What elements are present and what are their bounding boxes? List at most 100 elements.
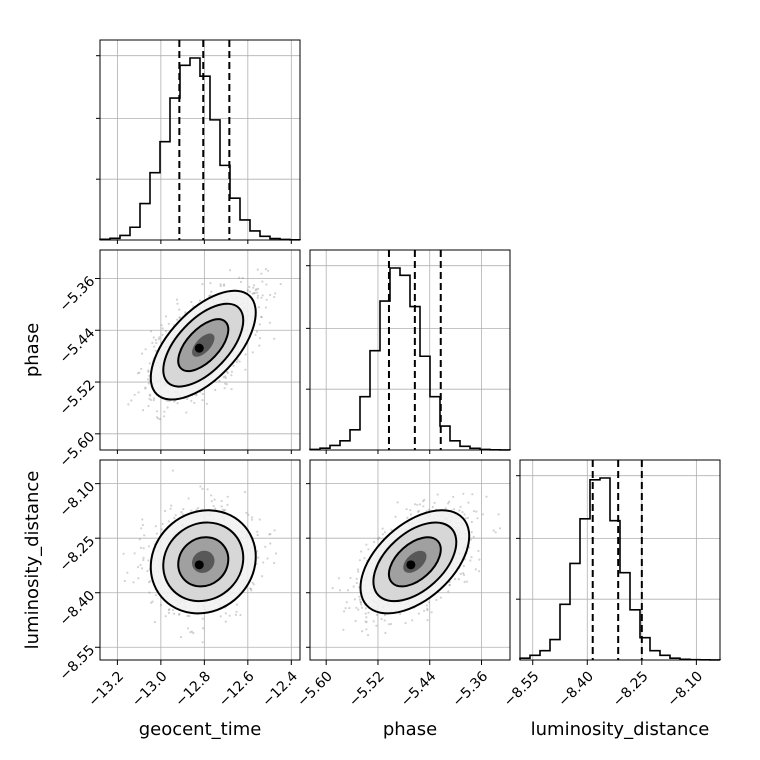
sample-point [256,296,259,299]
sample-point [413,503,417,506]
sample-point [154,349,158,352]
sample-point [238,276,241,279]
sample-point [463,580,466,584]
sample-point [235,603,238,606]
sample-point [148,393,151,396]
sample-point [426,607,429,610]
sample-point [154,525,157,528]
sample-point [462,564,465,568]
sample-point [234,613,238,617]
sample-point [409,509,412,512]
sample-point [153,345,156,348]
sample-point [230,388,233,391]
sample-point [161,333,164,336]
sample-point [210,500,213,503]
panel-frame [519,459,721,661]
histogram-geocent_time [99,57,301,241]
sample-point [178,316,181,319]
x-tick-label-phase: −5.36 [450,668,492,710]
sample-point [244,353,247,356]
sample-point [127,403,130,406]
x-tick-label-luminosity_distance: −8.25 [610,668,652,710]
sample-point [252,286,255,289]
sample-point [178,308,181,311]
sample-point [355,577,358,580]
sample-point [256,294,260,297]
sample-point [477,549,480,553]
sample-point [435,598,438,602]
sample-point [417,612,420,615]
sample-point [222,376,225,379]
sample-point [360,606,364,609]
sample-point [273,295,276,299]
sample-point [244,368,247,371]
sample-point [230,374,233,377]
sample-point [132,581,135,584]
sample-point [426,609,429,612]
sample-point [425,604,428,607]
y-tick-label-luminosity_distance: −8.40 [57,588,99,630]
sample-point [381,527,384,530]
sample-point [457,578,460,581]
sample-point [360,603,363,606]
sample-point [176,402,179,405]
sample-point [250,518,254,521]
sample-point [123,579,126,583]
sample-point [190,300,193,304]
panel-luminosity_distance-vs-geocent_time [99,459,301,661]
sample-point [156,416,159,419]
x-tick-label-luminosity_distance: −8.10 [664,668,706,710]
sample-point [190,630,193,633]
sample-point [137,577,140,580]
sample-point [499,527,502,530]
sample-point [176,302,179,305]
sample-point [433,501,436,504]
sample-point [264,268,267,271]
sample-point [383,619,386,622]
sample-point [232,364,235,367]
sample-point [186,627,190,630]
sample-point [213,498,216,501]
sample-point [470,531,473,534]
sample-point [208,294,211,298]
sample-point [348,607,351,610]
sample-point [245,511,248,514]
sample-point [475,510,478,513]
sample-point [390,528,393,531]
sample-point [238,360,241,363]
sample-point [142,556,145,559]
sample-point [239,280,243,284]
sample-point [186,614,189,618]
sample-point [252,284,256,287]
sample-point [201,399,204,402]
sample-point [143,534,146,537]
sample-point [406,516,409,519]
sample-point [201,641,204,644]
sample-point [181,513,184,516]
y-tick-label-phase: −5.44 [57,325,99,367]
y-axis-label-phase: phase [22,323,43,377]
panel-frame [309,459,511,661]
sample-point [331,587,334,590]
sample-point [149,330,153,333]
y-tick-label-luminosity_distance: −8.10 [57,479,99,521]
sample-point [367,611,370,614]
sample-point [164,615,167,618]
sample-point [248,285,251,289]
sample-point [378,536,381,539]
sample-point [147,382,151,385]
sample-point [157,417,160,420]
sample-point [142,409,145,412]
sample-point [260,316,263,319]
y-axis-label-luminosity_distance: luminosity_distance [22,471,43,650]
sample-point [349,576,352,580]
panel-geocent_time-vs-geocent_time [96,39,301,241]
sample-point [264,545,267,548]
sample-point [261,575,264,578]
sample-point [358,559,361,562]
density-peak [194,343,204,353]
sample-point [158,418,162,421]
sample-point [494,531,497,534]
sample-point [138,538,141,541]
